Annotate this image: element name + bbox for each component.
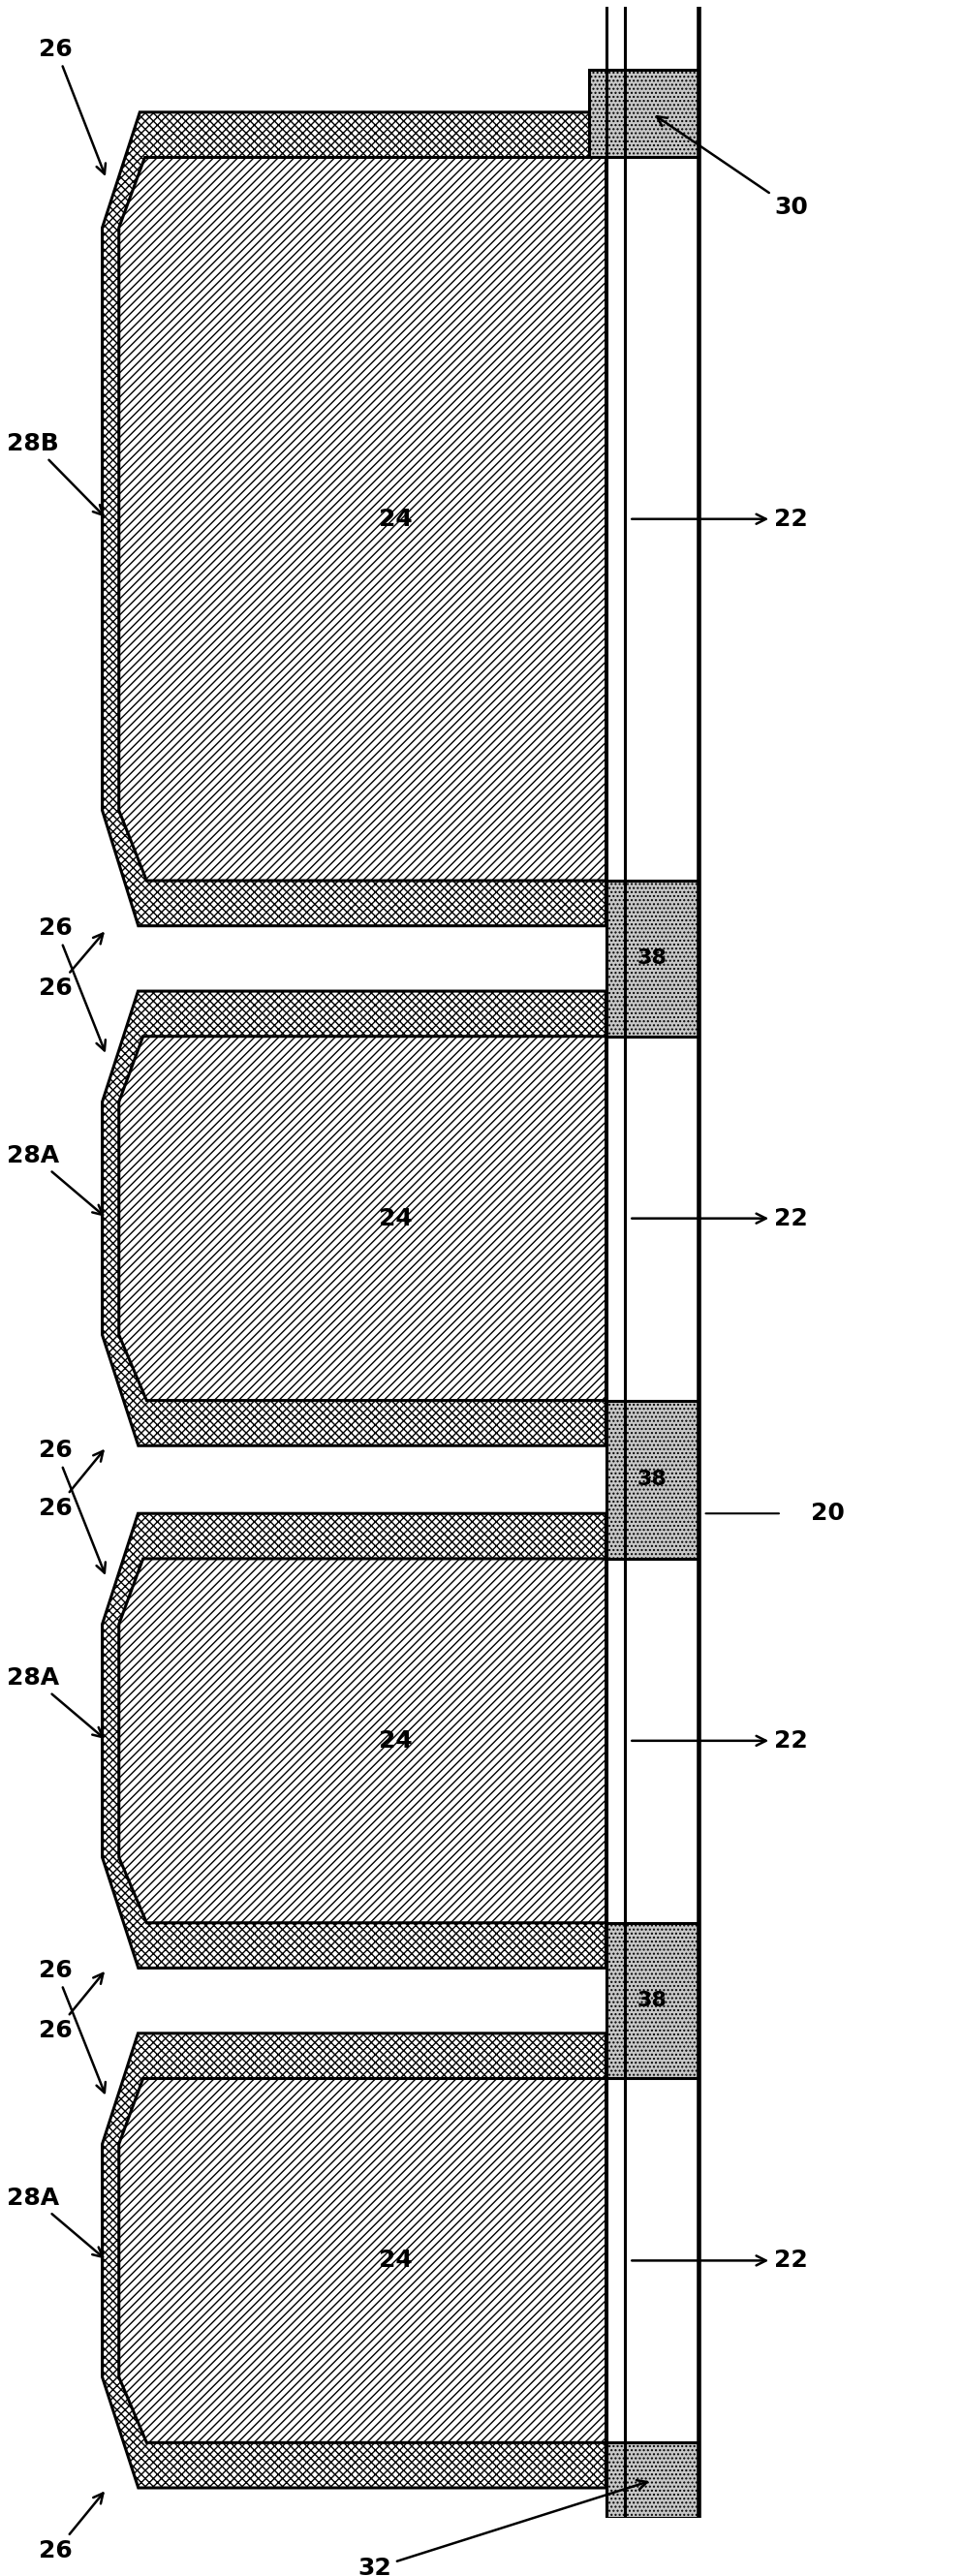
Text: 38: 38 [637,948,666,969]
Text: 26: 26 [39,1450,103,1520]
Text: 24: 24 [378,1728,412,1752]
Polygon shape [102,992,606,1445]
Text: 28A: 28A [7,2187,103,2257]
Text: 24: 24 [378,507,412,531]
Text: 26: 26 [39,2494,103,2563]
Text: 26: 26 [39,39,106,175]
Bar [606,8,624,2517]
Text: 24: 24 [378,2249,412,2272]
Text: 26: 26 [39,933,103,999]
Polygon shape [118,2079,606,2442]
Text: 26: 26 [39,1440,105,1574]
Text: 30: 30 [656,116,807,219]
Polygon shape [118,157,606,881]
Text: 38: 38 [637,1471,666,1489]
Polygon shape [102,113,606,925]
Text: 32: 32 [357,2481,646,2576]
Polygon shape [606,1401,698,1558]
Text: 26: 26 [39,1958,105,2092]
Text: 26: 26 [39,917,105,1051]
Polygon shape [588,70,698,157]
Polygon shape [606,2442,698,2517]
Text: 24: 24 [378,1206,412,1229]
Text: 38: 38 [637,1991,666,2009]
Text: 20: 20 [810,1502,844,1525]
Text: 22: 22 [631,1206,807,1229]
Text: 22: 22 [631,507,807,531]
Polygon shape [118,1036,606,1401]
Text: 28A: 28A [7,1144,103,1216]
Text: 28B: 28B [7,433,103,515]
Polygon shape [102,2032,606,2488]
Text: 26: 26 [39,1973,103,2043]
Polygon shape [606,1922,698,2079]
Text: 22: 22 [631,1728,807,1752]
Polygon shape [102,1515,606,1968]
Polygon shape [606,881,698,1036]
Text: 22: 22 [631,2249,807,2272]
Text: 28A: 28A [7,1667,103,1736]
Polygon shape [118,1558,606,1922]
